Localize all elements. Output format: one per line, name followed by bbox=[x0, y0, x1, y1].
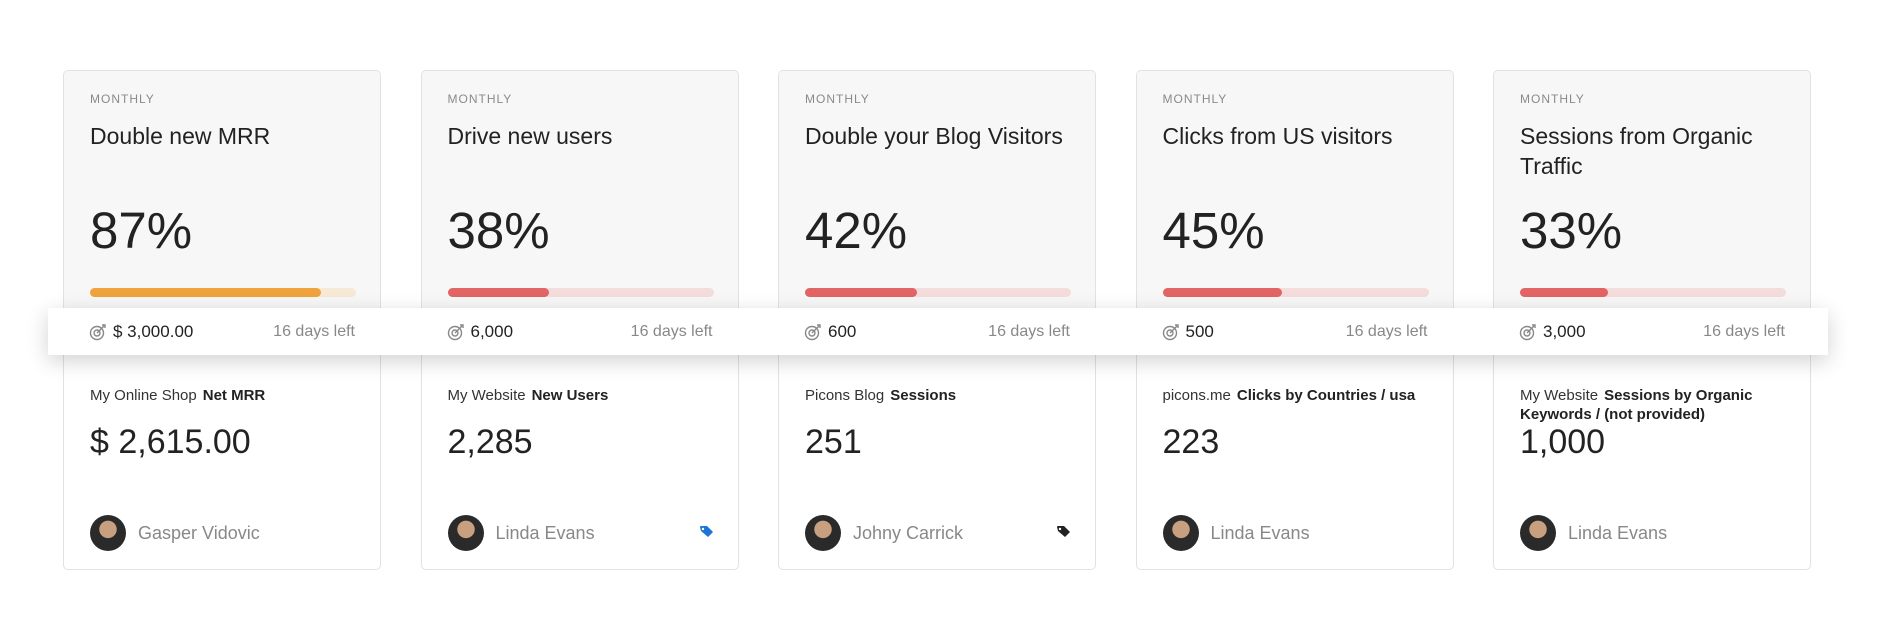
target-value: 3,000 bbox=[1543, 321, 1586, 341]
days-left: 16 days left bbox=[1345, 322, 1428, 340]
progress-bar bbox=[1162, 288, 1429, 297]
owner-name: Linda Evans bbox=[1568, 522, 1668, 543]
current-value: 2,285 bbox=[447, 423, 533, 461]
source-name: My Online Shop bbox=[90, 387, 197, 404]
period-label: MONTHLY bbox=[1520, 92, 1585, 106]
tag-icon[interactable] bbox=[1057, 526, 1071, 538]
progress-percent: 45% bbox=[1162, 202, 1265, 259]
highlighted-target-row: $ 3,000.00 16 days left 6,000 16 days left 6… bbox=[48, 308, 1828, 355]
target-value: 600 bbox=[828, 321, 857, 341]
progress-bar bbox=[447, 288, 714, 297]
target-row: 3,000 16 days left bbox=[1519, 308, 1785, 355]
card-header: MONTHLY Clicks from US visitors 45% bbox=[1136, 71, 1453, 309]
source-name: picons.me bbox=[1162, 387, 1231, 404]
current-value: 1,000 bbox=[1520, 423, 1606, 461]
progress-fill bbox=[90, 288, 322, 297]
goal-title[interactable]: Sessions from Organic Traffic bbox=[1520, 123, 1753, 179]
progress-percent: 42% bbox=[805, 202, 908, 259]
progress-fill bbox=[1520, 288, 1608, 297]
avatar bbox=[805, 515, 841, 551]
metric-name: Sessions by Organic Keywords / (not prov… bbox=[1520, 387, 1753, 423]
data-source: My Website Sessions by Organic Keywords /… bbox=[1520, 386, 1790, 424]
metric-name: Net MRR bbox=[202, 387, 266, 404]
tag-icon[interactable] bbox=[699, 526, 714, 538]
target-icon bbox=[1519, 323, 1536, 340]
progress-fill bbox=[1162, 288, 1283, 297]
target-icon bbox=[89, 323, 106, 340]
metric-name: Clicks by Countries / usa bbox=[1236, 387, 1416, 404]
goal-title[interactable]: Double new MRR bbox=[90, 123, 271, 149]
progress-percent: 87% bbox=[90, 202, 193, 259]
progress-bar bbox=[1520, 288, 1786, 297]
source-name: My Website bbox=[447, 387, 526, 404]
target-row: 600 16 days left bbox=[804, 308, 1070, 355]
days-left: 16 days left bbox=[630, 322, 713, 340]
avatar bbox=[90, 515, 126, 551]
period-label: MONTHLY bbox=[447, 92, 513, 106]
target-value: 500 bbox=[1185, 321, 1214, 341]
goal-title[interactable]: Clicks from US visitors bbox=[1162, 123, 1393, 149]
avatar bbox=[1520, 515, 1556, 551]
days-left: 16 days left bbox=[273, 322, 355, 340]
target-icon bbox=[804, 323, 821, 340]
current-value: 251 bbox=[805, 423, 862, 461]
owner[interactable]: Linda Evans bbox=[447, 515, 595, 551]
current-value: $ 2,615.00 bbox=[90, 423, 251, 461]
owner[interactable]: Linda Evans bbox=[1162, 515, 1310, 551]
data-source: Picons Blog Sessions bbox=[805, 386, 1075, 405]
owner[interactable]: Linda Evans bbox=[1520, 515, 1667, 551]
owner[interactable]: Gasper Vidovic bbox=[90, 515, 260, 551]
progress-fill bbox=[805, 288, 917, 297]
owner-name: Linda Evans bbox=[1210, 522, 1310, 543]
target-row: 500 16 days left bbox=[1162, 308, 1428, 355]
data-source: My Website New Users bbox=[448, 386, 718, 405]
source-name: Picons Blog bbox=[805, 387, 885, 404]
card-header: MONTHLY Sessions from Organic Traffic 33… bbox=[1494, 71, 1810, 309]
target-row: 6,000 16 days left bbox=[447, 308, 713, 355]
avatar bbox=[1162, 515, 1199, 551]
card-header: MONTHLY Double your Blog Visitors 42% bbox=[779, 71, 1095, 309]
period-label: MONTHLY bbox=[805, 92, 870, 106]
data-source: picons.me Clicks by Countries / usa bbox=[1163, 386, 1433, 405]
current-value: 223 bbox=[1162, 423, 1220, 461]
progress-bar bbox=[805, 288, 1071, 297]
progress-percent: 33% bbox=[1520, 202, 1623, 259]
target-row: $ 3,000.00 16 days left bbox=[89, 308, 355, 355]
days-left: 16 days left bbox=[988, 322, 1070, 340]
target-icon bbox=[447, 323, 464, 340]
days-left: 16 days left bbox=[1703, 322, 1785, 340]
target-icon bbox=[1162, 323, 1179, 340]
card-header: MONTHLY Drive new users 38% bbox=[421, 71, 738, 309]
data-source: My Online Shop Net MRR bbox=[90, 386, 360, 405]
avatar bbox=[447, 515, 484, 551]
owner-name: Johny Carrick bbox=[853, 522, 964, 543]
target-value: $ 3,000.00 bbox=[113, 321, 194, 341]
progress-bar bbox=[90, 288, 356, 297]
progress-percent: 38% bbox=[447, 202, 550, 259]
progress-fill bbox=[447, 288, 549, 297]
target-value: 6,000 bbox=[470, 321, 514, 341]
goal-title[interactable]: Drive new users bbox=[447, 123, 613, 149]
owner-name: Linda Evans bbox=[495, 522, 595, 543]
metric-name: Sessions bbox=[890, 387, 957, 404]
owner[interactable]: Johny Carrick bbox=[805, 515, 963, 551]
goal-title[interactable]: Double your Blog Visitors bbox=[805, 123, 1063, 149]
owner-name: Gasper Vidovic bbox=[138, 522, 260, 543]
card-header: MONTHLY Double new MRR 87% bbox=[64, 71, 380, 309]
period-label: MONTHLY bbox=[1162, 92, 1228, 106]
metric-name: New Users bbox=[531, 387, 609, 404]
source-name: My Website bbox=[1520, 387, 1599, 404]
period-label: MONTHLY bbox=[90, 92, 155, 106]
